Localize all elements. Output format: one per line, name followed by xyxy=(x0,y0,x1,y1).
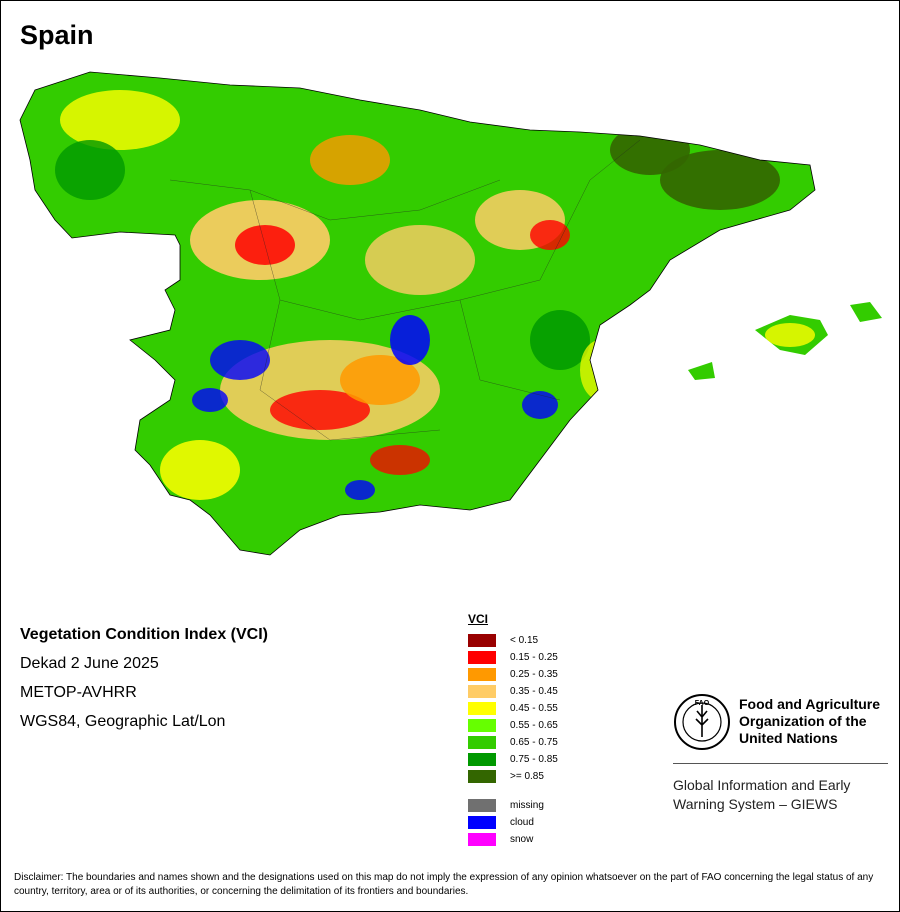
fao-name-line2: Organization of the xyxy=(739,713,867,729)
spain-outline xyxy=(19,71,816,556)
legend-swatch xyxy=(468,651,496,664)
legend-label: cloud xyxy=(510,817,534,828)
legend-label: >= 0.85 xyxy=(510,771,544,782)
legend-swatch xyxy=(468,668,496,681)
legend-special-row: missing xyxy=(468,797,558,814)
region-boundaries xyxy=(169,139,641,441)
legend-special-row: cloud xyxy=(468,814,558,831)
legend-title: VCI xyxy=(468,612,489,626)
projection: WGS84, Geographic Lat/Lon xyxy=(20,713,226,730)
fao-name-line1: Food and Agriculture xyxy=(739,696,881,712)
legend-label: snow xyxy=(510,834,534,845)
legend-class-row: 0.45 - 0.55 xyxy=(468,700,558,717)
giews-name: Global Information and Early Warning Sys… xyxy=(673,776,888,814)
fao-logo-icon: FAO xyxy=(674,694,730,750)
fao-name: Food and Agriculture Organization of the… xyxy=(739,696,880,747)
fao-name-line3: United Nations xyxy=(739,730,838,746)
legend-special-row: snow xyxy=(468,831,558,848)
legend-label: < 0.15 xyxy=(510,635,539,646)
legend-label: 0.65 - 0.75 xyxy=(510,737,558,748)
legend-swatch xyxy=(468,736,496,749)
legend-label: 0.25 - 0.35 xyxy=(510,669,558,680)
giews-line1: Global Information and Early xyxy=(673,777,851,793)
legend-label: 0.15 - 0.25 xyxy=(510,652,558,663)
legend-swatch xyxy=(468,816,496,829)
vci-map xyxy=(19,71,882,556)
legend-swatch xyxy=(468,770,496,783)
legend-class-row: 0.35 - 0.45 xyxy=(468,683,558,700)
disclaimer: Disclaimer: The boundaries and names sho… xyxy=(14,872,874,897)
legend-class-row: 0.15 - 0.25 xyxy=(468,649,558,666)
legend-class-row: >= 0.85 xyxy=(468,768,558,785)
legend-swatch xyxy=(468,753,496,766)
divider xyxy=(673,763,888,764)
country-title: Spain xyxy=(20,20,94,50)
legend-class-row: < 0.15 xyxy=(468,632,558,649)
legend-class-row: 0.25 - 0.35 xyxy=(468,666,558,683)
legend-label: 0.45 - 0.55 xyxy=(510,703,558,714)
legend-label: missing xyxy=(510,800,544,811)
legend-class-row: 0.55 - 0.65 xyxy=(468,717,558,734)
legend-label: 0.75 - 0.85 xyxy=(510,754,558,765)
giews-line2: Warning System – GIEWS xyxy=(673,796,838,812)
period: Dekad 2 June 2025 xyxy=(20,655,159,672)
product-name: Vegetation Condition Index (VCI) xyxy=(20,626,268,643)
svg-text:FAO: FAO xyxy=(695,700,710,707)
legend-swatch xyxy=(468,702,496,715)
vci-legend: VCI < 0.15 0.15 - 0.25 0.25 - 0.35 0.35 - 0… xyxy=(468,612,558,848)
legend-swatch xyxy=(468,833,496,846)
legend-swatch xyxy=(468,719,496,732)
map-info: Vegetation Condition Index (VCI) Dekad 2… xyxy=(20,620,268,736)
legend-class-row: 0.75 - 0.85 xyxy=(468,751,558,768)
legend-label: 0.55 - 0.65 xyxy=(510,720,558,731)
legend-label: 0.35 - 0.45 xyxy=(510,686,558,697)
legend-swatch xyxy=(468,634,496,647)
legend-swatch xyxy=(468,685,496,698)
sensor: METOP-AVHRR xyxy=(20,684,137,701)
legend-swatch xyxy=(468,799,496,812)
legend-class-row: 0.65 - 0.75 xyxy=(468,734,558,751)
fao-block: FAO Food and Agriculture Organization of… xyxy=(673,693,888,814)
